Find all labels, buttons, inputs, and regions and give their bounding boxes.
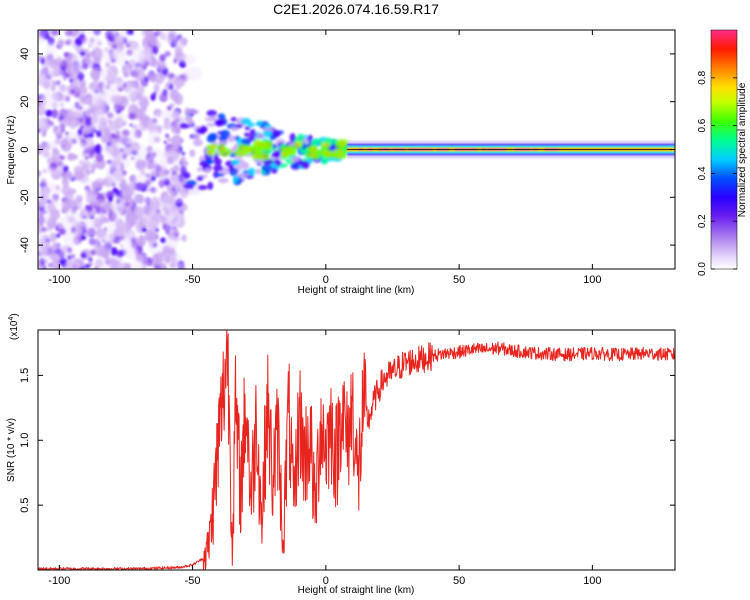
colorbar-ticks: 0.0 0.2 0.4 0.6 0.8 (697, 70, 737, 276)
snr-frame (37, 329, 676, 571)
spectrogram-ytick-label: -40 (19, 237, 31, 253)
spectrogram-xtick-label: 100 (583, 274, 601, 286)
spectrogram-transition (179, 107, 351, 195)
snr-multiplier: (x104) (8, 313, 20, 340)
spectrogram-ylabel: Frequency (Hz) (6, 116, 17, 185)
spectrogram-ytick-label: 20 (19, 96, 31, 108)
colorbar-gradient (711, 30, 737, 269)
snr-ticks: -100 -50 0 50 100 0.5 1.0 1.5 (19, 330, 675, 587)
colorbar-tick-label: 0.0 (697, 262, 708, 276)
colorbar-tick-label: 0.4 (697, 166, 708, 180)
colorbar-tick-label: 0.6 (697, 118, 708, 132)
spectrogram-xtick-label: -100 (48, 274, 70, 286)
colorbar: 0.0 0.2 0.4 0.6 0.8 Normalized spectral ampl… (697, 29, 748, 276)
snr-ylabel: SNR (10 * v/v) (6, 418, 17, 482)
spectrogram-ytick-label: 40 (19, 48, 31, 60)
spectrogram-xtick-label: 0 (323, 274, 329, 286)
snr-ytick-label: 1.5 (19, 368, 31, 383)
snr-xtick-label: 50 (453, 575, 465, 587)
spectrogram-ytick-label: 0 (19, 146, 31, 152)
spectrogram-xtick-label: -50 (185, 274, 201, 286)
spectrogram-ytick-label: -20 (19, 189, 31, 205)
snr-xlabel: Height of straight line (km) (298, 585, 415, 596)
spectrogram-xtick-label: 50 (453, 274, 465, 286)
snr-xtick-label: -100 (48, 575, 70, 587)
spectrogram-xlabel: Height of straight line (km) (298, 285, 415, 296)
snr-series-line (38, 330, 675, 570)
snr-xtick-label: -50 (185, 575, 201, 587)
colorbar-tick-label: 0.8 (697, 70, 708, 84)
snr-xtick-label: 100 (583, 575, 601, 587)
spectrogram-panel: -100 -50 0 50 100 -40 -20 0 20 40 Height of strai… (6, 29, 676, 296)
snr-panel: -100 -50 0 50 100 0.5 1.0 1.5 Height of straigh… (6, 313, 676, 596)
colorbar-frame (710, 29, 738, 270)
snr-xtick-label: 0 (323, 575, 329, 587)
spectrogram-ticks: -100 -50 0 50 100 -40 -20 0 20 40 (19, 30, 675, 286)
colorbar-tick-label: 0.2 (697, 214, 708, 228)
spectrogram-heatmap (38, 30, 675, 269)
figure-title: C2E1.2026.074.16.59.R17 (273, 1, 439, 17)
colorbar-label: Normalized spectral amplitude (737, 82, 748, 217)
snr-ytick-label: 1.0 (19, 433, 31, 448)
spectrogram-noise (38, 30, 204, 269)
snr-ytick-label: 0.5 (19, 497, 31, 512)
